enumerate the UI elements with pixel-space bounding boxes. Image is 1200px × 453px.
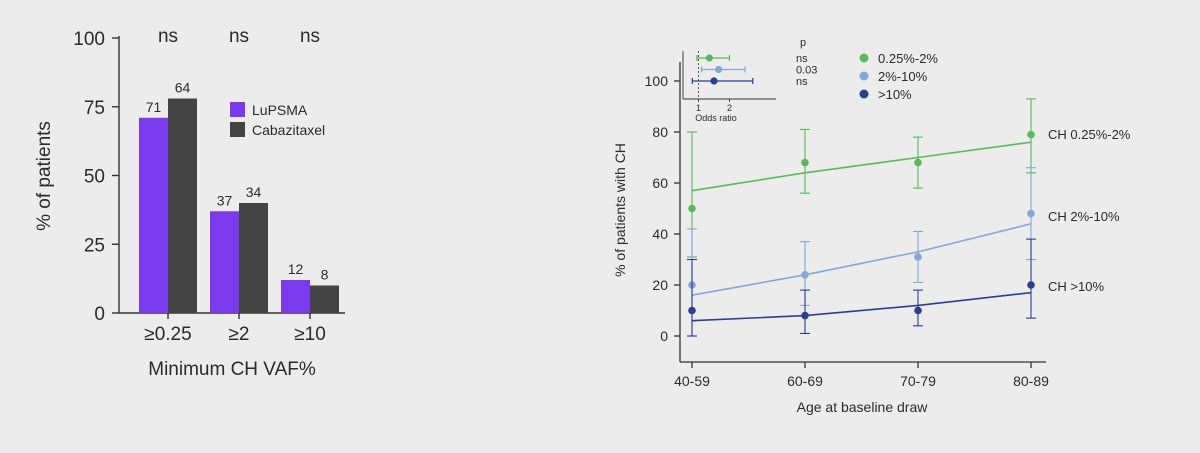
trend-line-ch-0 — [691, 141, 1032, 192]
data-point-ch-0 — [914, 158, 922, 167]
inset-odds-ratio-point-2 — [710, 77, 718, 85]
bar-cabazitaxel-2 — [239, 203, 268, 313]
y-tick-label: 50 — [84, 167, 105, 188]
y-tick-label: 80 — [652, 124, 668, 140]
inset-x-axis-title: Odds ratio — [695, 113, 737, 123]
x-tick-label: ≥2 — [229, 324, 250, 345]
significance-label: ns — [158, 26, 178, 47]
legend-marker-ch-2 — [859, 89, 869, 99]
x-axis-title: Minimum CH VAF% — [148, 359, 316, 380]
x-tick-label: 40-59 — [674, 373, 710, 389]
y-tick-label: 100 — [73, 29, 105, 50]
data-point-ch-2 — [1027, 281, 1035, 289]
inset-p-header: p — [800, 37, 806, 49]
legend-label: 0.25%-2% — [878, 51, 938, 66]
y-tick-label: 25 — [84, 235, 105, 256]
series-end-label: CH 0.25%-2% — [1048, 127, 1131, 142]
inset-p-value: 0.03 — [796, 65, 817, 77]
legend-label: Cabazitaxel — [252, 122, 325, 138]
data-point-ch-0 — [688, 204, 696, 213]
trend-line-ch-1 — [691, 223, 1032, 296]
y-tick-label: 0 — [660, 328, 668, 344]
y-tick-label: 75 — [84, 98, 105, 119]
bar-lupsma-3 — [281, 280, 310, 313]
series-end-label: CH 2%-10% — [1048, 209, 1120, 224]
bar-value-label: 8 — [321, 267, 329, 283]
bar-value-label: 34 — [246, 184, 262, 200]
data-point-ch-0 — [801, 158, 809, 167]
series-end-label: CH >10% — [1048, 279, 1104, 294]
y-axis-title: % of patients with CH — [612, 143, 628, 277]
data-point-ch-2 — [914, 306, 922, 315]
data-point-ch-2 — [801, 311, 809, 320]
inset-p-value: ns — [796, 53, 808, 65]
legend-label: >10% — [878, 87, 912, 102]
data-point-ch-1 — [1027, 209, 1035, 218]
bar-lupsma-2 — [210, 211, 239, 313]
trend-line-ch-2 — [691, 291, 1032, 322]
bar-value-label: 12 — [288, 261, 304, 277]
y-axis-title: % of patients — [34, 121, 55, 231]
legend-marker-ch-0 — [859, 53, 869, 63]
significance-label: ns — [229, 26, 249, 47]
x-tick-label: 70-79 — [900, 373, 936, 389]
data-point-ch-1 — [801, 271, 809, 279]
y-tick-label: 40 — [652, 226, 668, 242]
x-tick-label: 60-69 — [787, 373, 823, 389]
legend-label: LuPSMA — [252, 102, 308, 118]
x-tick-label: ≥10 — [294, 324, 326, 345]
y-tick-label: 20 — [652, 277, 668, 293]
x-tick-label: 80-89 — [1013, 373, 1049, 389]
significance-label: ns — [300, 26, 320, 47]
inset-x-tick-label: 1 — [696, 103, 701, 113]
data-point-ch-1 — [914, 253, 922, 261]
y-tick-label: 0 — [94, 304, 105, 325]
bar-value-label: 71 — [146, 99, 162, 115]
inset-x-tick-label: 2 — [727, 103, 732, 113]
legend-label: 2%-10% — [878, 69, 928, 84]
legend-swatch-cabazitaxel — [230, 122, 245, 137]
y-tick-label: 60 — [652, 175, 668, 191]
y-tick-label: 100 — [645, 73, 669, 89]
inset-odds-ratio-point-1 — [715, 65, 723, 74]
bar-cabazitaxel-1 — [168, 98, 197, 313]
bar-cabazitaxel-3 — [310, 285, 339, 313]
data-point-ch-2 — [688, 306, 696, 315]
bar-lupsma-1 — [139, 117, 168, 313]
data-point-ch-0 — [1027, 130, 1035, 139]
inset-odds-ratio-point-0 — [705, 54, 713, 62]
bar-value-label: 64 — [175, 80, 191, 96]
bar-value-label: 37 — [217, 192, 233, 208]
legend-marker-ch-1 — [859, 71, 869, 81]
inset-p-value: ns — [796, 76, 808, 88]
legend-swatch-lupsma — [230, 102, 245, 117]
x-tick-label: ≥0.25 — [144, 324, 191, 345]
x-axis-title: Age at baseline draw — [797, 399, 929, 415]
